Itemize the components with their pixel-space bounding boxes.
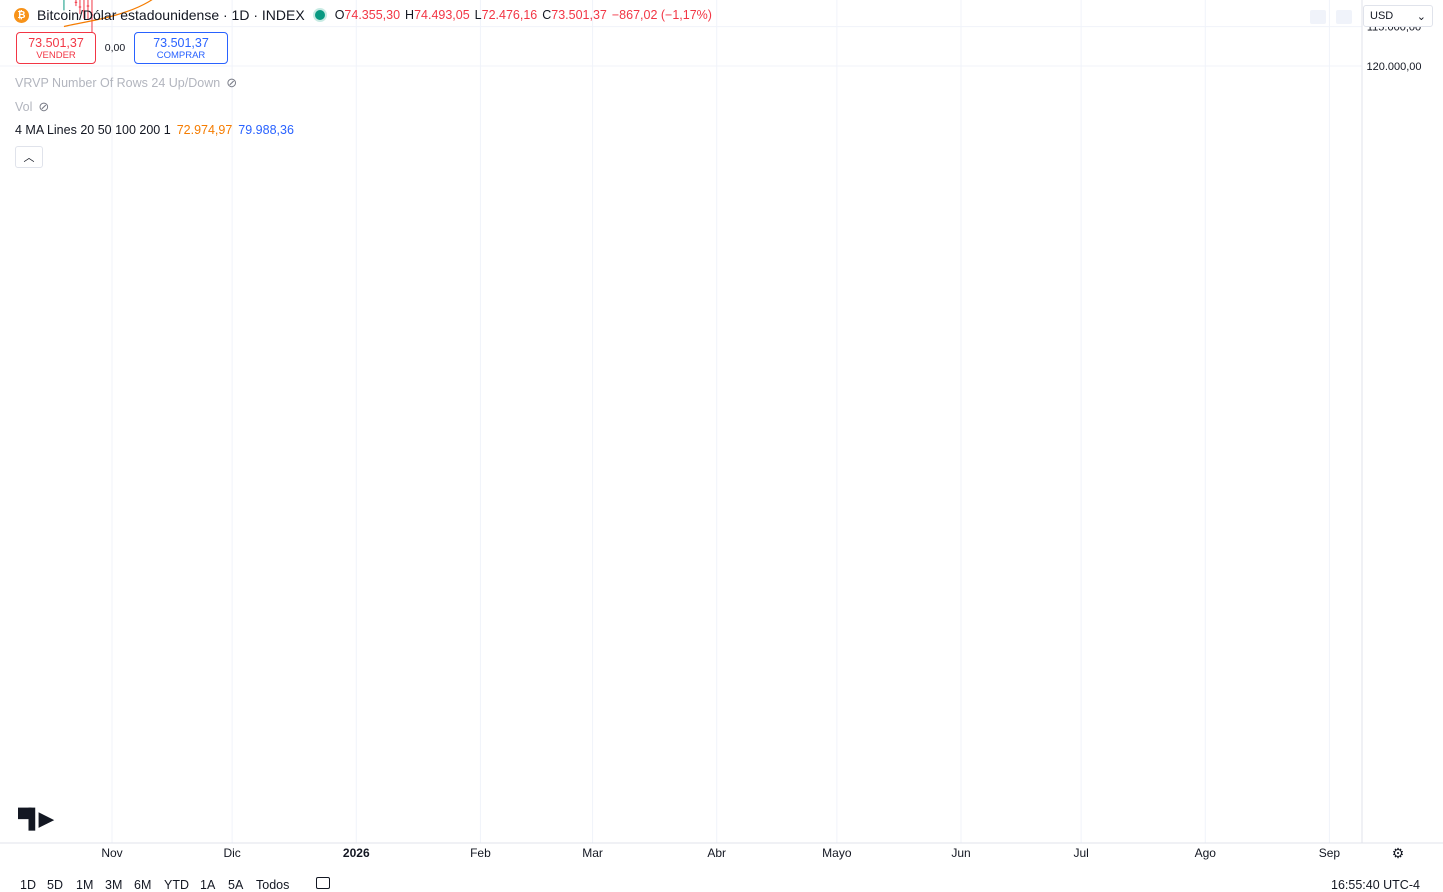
toolbar-placeholder-icon[interactable]	[1310, 10, 1326, 24]
range-5a[interactable]: 5A	[228, 878, 244, 892]
candle	[90, 0, 94, 35]
high-value: 74.493,05	[414, 8, 470, 22]
sell-price: 73.501,37	[28, 35, 84, 50]
market-status-icon[interactable]	[312, 8, 327, 22]
range-6m[interactable]: 6M	[134, 878, 152, 892]
toolbar-placeholder-icon[interactable]	[1336, 10, 1352, 24]
buy-button[interactable]: 73.501,37 COMPRAR	[134, 32, 228, 64]
candle	[82, 0, 86, 19]
indicator-volume[interactable]: Vol ⊘	[15, 99, 49, 115]
sell-label: VENDER	[36, 49, 76, 61]
low-label: L	[474, 8, 482, 22]
chevron-up-icon: ︿	[23, 152, 35, 164]
x-tick-label: Sep	[1319, 846, 1341, 860]
x-tick-label: 2026	[343, 846, 370, 860]
range-3m[interactable]: 3M	[105, 878, 123, 892]
range-1m[interactable]: 1M	[76, 878, 94, 892]
spread-value: 0,00	[104, 42, 126, 54]
x-tick-label: Jun	[951, 846, 970, 860]
y-tick-label: 120.000,00	[1366, 61, 1421, 73]
symbol-title[interactable]: Bitcoin/Dólar estadounidense · 1D · INDE…	[37, 7, 305, 23]
trade-buttons: 73.501,37 VENDER 0,00 73.501,37 COMPRAR	[16, 32, 228, 64]
bottom-toolbar: 1D 5D 1M 3M 6M YTD 1A 5A Todos 16:55:40 …	[0, 876, 1443, 892]
change-value: −867,02 (−1,17%)	[611, 8, 712, 22]
x-tick-label: Ago	[1195, 846, 1217, 860]
chart-header: ₿ Bitcoin/Dólar estadounidense · 1D · IN…	[14, 7, 712, 23]
vol-label: Vol	[15, 100, 33, 114]
open-label: O	[334, 8, 345, 22]
candle	[78, 0, 82, 14]
ma-value-blue: 79.988,36	[238, 123, 294, 137]
candle	[74, 0, 78, 7]
high-label: H	[405, 8, 415, 22]
tradingview-logo-icon[interactable]: ▀▌▶	[18, 809, 54, 830]
range-1a[interactable]: 1A	[200, 878, 216, 892]
candlestick-series	[63, 0, 94, 35]
ma-label: 4 MA Lines 20 50 100 200 1	[15, 123, 171, 137]
eye-slash-icon[interactable]: ⊘	[38, 99, 50, 114]
sell-button[interactable]: 73.501,37 VENDER	[16, 32, 96, 64]
range-1d[interactable]: 1D	[20, 878, 36, 892]
settings-gear-icon[interactable]: ⚙	[1392, 845, 1405, 861]
buy-label: COMPRAR	[156, 49, 206, 61]
clock-readout[interactable]: 16:55:40 UTC-4	[1331, 878, 1420, 892]
open-value: 74.355,30	[344, 8, 401, 22]
range-ytd[interactable]: YTD	[164, 878, 189, 892]
x-tick-label: Feb	[470, 846, 491, 860]
close-label: C	[542, 8, 552, 22]
currency-value: USD	[1370, 10, 1394, 22]
x-tick-label: Dic	[223, 846, 240, 860]
indicator-vrvp[interactable]: VRVP Number Of Rows 24 Up/Down ⊘	[15, 75, 237, 91]
candle	[86, 0, 90, 20]
currency-select[interactable]: USD ⌄	[1363, 5, 1433, 27]
chevron-down-icon: ⌄	[1416, 10, 1426, 23]
collapse-legend-button[interactable]: ︿	[15, 146, 43, 168]
chart-grid	[0, 0, 1362, 843]
x-tick-label: Jul	[1073, 846, 1088, 860]
low-value: 72.476,16	[481, 8, 538, 22]
ohlc-values: O74.355,30 H74.493,05 L72.476,16 C73.501,37…	[335, 8, 712, 22]
indicator-ma-lines[interactable]: 4 MA Lines 20 50 100 200 1 72.974,97 79.…	[15, 123, 294, 137]
x-tick-label: Nov	[101, 846, 122, 860]
x-tick-label: Mayo	[822, 846, 852, 860]
x-tick-label: Mar	[582, 846, 603, 860]
range-5d[interactable]: 5D	[47, 878, 63, 892]
eye-slash-icon[interactable]: ⊘	[226, 75, 238, 90]
bitcoin-icon: ₿	[14, 7, 29, 23]
x-tick-label: Abr	[707, 846, 726, 860]
close-value: 73.501,37	[551, 8, 607, 22]
time-axis: Nov Dic 2026 Feb Mar Abr Mayo Jun Jul Ago Sep ⚙	[101, 845, 1404, 861]
range-todos[interactable]: Todos	[256, 878, 290, 892]
ma-value-orange: 72.974,97	[176, 123, 233, 137]
calendar-icon[interactable]	[316, 877, 330, 889]
buy-price: 73.501,37	[153, 35, 209, 50]
vrvp-label: VRVP Number Of Rows 24 Up/Down	[15, 76, 221, 90]
